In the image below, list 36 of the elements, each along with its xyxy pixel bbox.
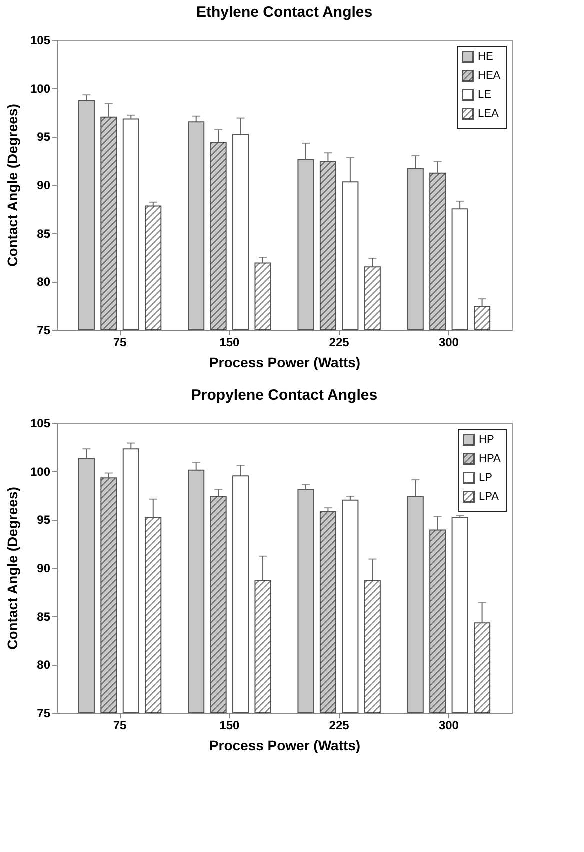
y-tick-label: 90	[37, 562, 51, 576]
y-tick-label: 85	[37, 610, 51, 624]
y-tick-label: 75	[37, 324, 51, 338]
x-tick-label: 75	[113, 336, 128, 350]
y-tick-label: 80	[37, 275, 51, 290]
y-tick-label: 90	[37, 178, 51, 192]
y-tick-label: 100	[30, 82, 51, 96]
x-axis-title: Process Power (Watts)	[209, 354, 361, 370]
legend-label: HP	[479, 434, 494, 446]
y-tick-label: 80	[37, 658, 51, 672]
y-tick-label: 95	[37, 130, 51, 144]
x-tick-label: 225	[329, 718, 350, 732]
y-axis-title: Contact Angle (Degrees)	[4, 487, 20, 650]
x-tick-label: 150	[220, 336, 240, 350]
x-tick-label: 300	[438, 718, 460, 732]
chart-title: Propylene Contact Angles	[191, 387, 378, 404]
legend-label: HPA	[479, 453, 502, 465]
legend-label: LEA	[478, 108, 500, 120]
y-axis-title: Contact Angle (Degrees)	[4, 104, 20, 267]
y-tick-label: 100	[30, 464, 51, 479]
x-tick-label: 225	[329, 336, 350, 350]
legend-label: HE	[478, 51, 494, 63]
y-tick-label: 105	[30, 34, 51, 48]
x-tick-label: 75	[113, 718, 128, 732]
y-tick-label: 85	[37, 226, 51, 241]
x-tick-label: 150	[220, 718, 240, 732]
x-axis-title: Process Power (Watts)	[209, 738, 361, 754]
legend-label: LP	[479, 472, 492, 484]
legend-label: LE	[478, 89, 492, 101]
y-tick-label: 105	[30, 416, 51, 430]
x-tick-label: 300	[438, 336, 460, 350]
legend-label: HEA	[478, 70, 502, 82]
legend-label: LPA	[479, 491, 500, 503]
y-tick-label: 75	[37, 706, 51, 720]
y-tick-label: 95	[37, 513, 51, 528]
chart-title: Ethylene Contact Angles	[196, 4, 373, 21]
